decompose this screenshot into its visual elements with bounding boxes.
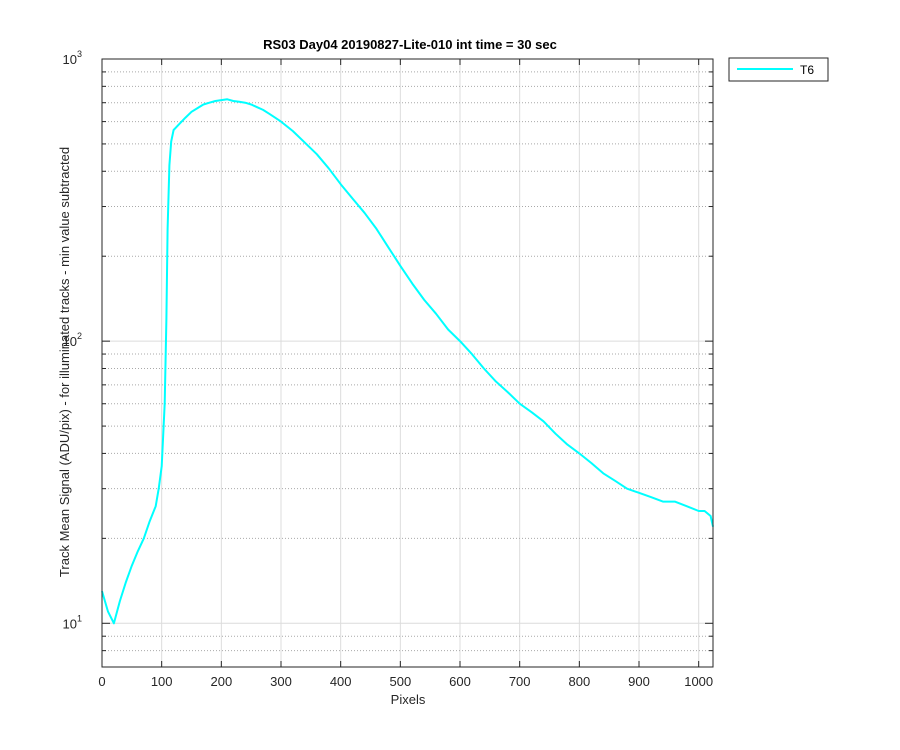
y-tick-label-exponent: 2	[77, 331, 82, 341]
x-tick-label: 400	[330, 674, 352, 689]
x-tick-label: 1000	[684, 674, 713, 689]
axis-ticks: 0 100 200 300 400 500 600 700 800 900 100010110210…	[63, 49, 714, 689]
x-tick-label: 800	[568, 674, 590, 689]
y-tick-label-base: 10	[63, 52, 77, 67]
y-tick-label-base: 10	[63, 334, 77, 349]
x-tick-label: 0	[98, 674, 105, 689]
x-tick-label: 300	[270, 674, 292, 689]
x-tick-label: 500	[389, 674, 411, 689]
y-tick-label: 103	[63, 49, 82, 67]
x-tick-label: 200	[210, 674, 232, 689]
y-tick-label-exponent: 3	[77, 49, 82, 59]
y-axis-label: Track Mean Signal (ADU/pix) - for illumi…	[57, 147, 72, 577]
y-tick-label: 102	[63, 331, 82, 349]
plot-area-border	[101, 58, 714, 668]
x-axis-label: Pixels	[391, 692, 426, 707]
grid	[102, 59, 713, 668]
y-tick-label: 101	[63, 613, 82, 631]
x-tick-label: 600	[449, 674, 471, 689]
x-tick-label: 900	[628, 674, 650, 689]
legend-label-t6: T6	[800, 63, 814, 77]
x-tick-label: 700	[509, 674, 531, 689]
y-tick-label-base: 10	[63, 616, 77, 631]
series-t6-line	[101, 98, 714, 625]
y-tick-label-exponent: 1	[77, 613, 82, 623]
legend[interactable]: T6	[728, 57, 829, 82]
chart-title: RS03 Day04 20190827-Lite-010 int time = …	[263, 37, 557, 52]
x-tick-label: 100	[151, 674, 173, 689]
